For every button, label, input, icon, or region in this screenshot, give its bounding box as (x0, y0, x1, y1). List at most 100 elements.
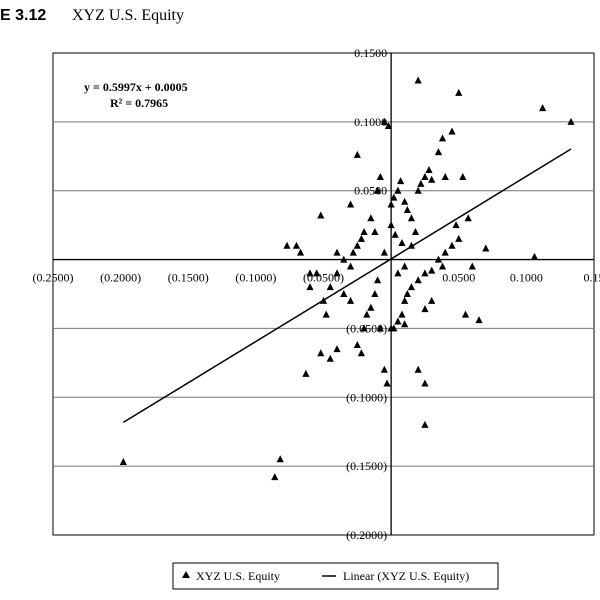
scatter-point-99 (380, 248, 388, 256)
scatter-point-16 (346, 296, 355, 304)
scatter-point-67 (455, 234, 463, 242)
figure-number: E 3.12 (0, 7, 46, 24)
scatter-point-33 (357, 234, 365, 242)
scatter-point-92 (306, 283, 314, 291)
y-tick-label-3: (0.0500) (346, 321, 387, 335)
scatter-point-73 (428, 266, 436, 274)
scatter-point-34 (360, 228, 368, 236)
trendline (122, 148, 572, 424)
scatter-point-88 (414, 365, 422, 373)
scatter-point-69 (448, 241, 456, 249)
scatter-point-63 (414, 76, 422, 84)
legend: XYZ U.S. Equity Linear (XYZ U.S. Equity) (172, 562, 499, 590)
scatter-point-37 (367, 214, 375, 222)
x-tick-label-7: 0.15 (584, 271, 600, 285)
scatter-point-66 (482, 244, 490, 252)
scatter-point-43 (387, 200, 395, 208)
scatter-point-21 (367, 303, 375, 311)
scatter-point-56 (434, 148, 443, 156)
scatter-point-54 (425, 166, 433, 174)
scatter-point-42 (384, 121, 393, 129)
figure-title: XYZ U.S. Equity (72, 7, 184, 24)
scatter-point-70 (441, 248, 449, 256)
scatter-point-15 (340, 290, 348, 297)
scatter-point-75 (414, 276, 422, 284)
scatter-point-76 (407, 283, 416, 291)
r-squared-label: R² = 0.7965 (110, 96, 168, 110)
scatter-point-55 (428, 175, 436, 183)
scatter-point-47 (401, 197, 409, 205)
scatter-point-58 (448, 127, 456, 135)
scatter-point-96 (398, 239, 406, 247)
scatter-point-7 (302, 369, 310, 377)
scatter-point-90 (421, 420, 429, 428)
scatter-point-89 (421, 379, 429, 387)
x-tick-label-4: (0.0500) (303, 271, 344, 285)
scatter-point-20 (363, 310, 371, 318)
scatter-point-48 (403, 205, 411, 213)
scatter-point-11 (322, 310, 330, 318)
scatter-point-13 (326, 283, 334, 291)
scatter-point-50 (411, 228, 420, 236)
scatter-point-17 (353, 340, 361, 348)
scatter-point-10 (333, 345, 341, 353)
scatter-point-27 (317, 211, 325, 219)
scatter-point-35 (346, 200, 355, 208)
scatter-point-65 (567, 117, 575, 125)
scatter-point-3 (283, 241, 291, 249)
axes (53, 53, 594, 535)
scatter-point-61 (459, 172, 467, 180)
x-tick-label-2: (0.1500) (168, 271, 209, 285)
scatter-point-46 (396, 177, 405, 185)
scatter-point-51 (414, 186, 422, 194)
scatter-point-80 (394, 317, 402, 325)
scatter-point-19 (360, 324, 368, 332)
scatter-point-95 (407, 241, 416, 249)
scatter-point-8 (317, 349, 325, 357)
scatter-point-60 (455, 88, 463, 96)
y-tick-label-5: (0.1500) (346, 459, 387, 473)
x-tick-label-0: (0.2500) (33, 271, 74, 285)
scatter-point-14 (333, 269, 341, 277)
scatter-point-79 (398, 310, 406, 318)
scatter-point-9 (326, 354, 334, 362)
scatter-point-1 (276, 455, 284, 463)
scatter-point-36 (353, 150, 361, 158)
scatter-point-85 (428, 296, 436, 304)
scatter-point-94 (468, 262, 476, 270)
scatter-point-78 (401, 296, 409, 304)
scatter-point-5 (296, 248, 305, 256)
scatter-point-74 (421, 269, 429, 277)
scatter-point-24 (376, 324, 384, 332)
x-tick-label-6: 0.1000 (510, 271, 543, 285)
scatter-point-23 (374, 276, 382, 284)
y-tick-label-0: 0.1500 (354, 46, 387, 60)
y-tick-label-1: 0.1000 (354, 115, 387, 129)
scatter-point-72 (434, 255, 443, 263)
scatter-point-28 (333, 248, 341, 256)
trendline-layer (122, 148, 572, 424)
scatter-point-71 (438, 262, 447, 270)
scatter-point-59 (441, 172, 449, 180)
scatter-point-62 (464, 214, 472, 222)
scatter-point-41 (380, 117, 388, 125)
scatter-point-0 (119, 458, 127, 466)
scatter-point-31 (349, 248, 357, 256)
scatter-point-82 (387, 324, 395, 332)
scatter-point-44 (390, 193, 398, 201)
scatter-point-4 (292, 241, 301, 249)
scatter-point-68 (452, 221, 460, 229)
scatter-point-93 (313, 269, 321, 277)
y-tick-label-6: (0.2000) (346, 528, 387, 542)
scatter-point-57 (438, 134, 447, 142)
legend-label-linear: Linear (XYZ U.S. Equity) (343, 569, 469, 583)
legend-triangle-marker-icon (182, 571, 190, 578)
scatter-point-91 (530, 252, 539, 260)
scatter-point-6 (306, 269, 314, 277)
scatter-point-2 (271, 473, 279, 481)
scatter-point-45 (394, 186, 402, 194)
x-tick-label-1: (0.2000) (100, 271, 141, 285)
scatter-point-97 (391, 230, 399, 238)
scatter-point-39 (374, 186, 382, 194)
regression-equation: y = 0.5997x + 0.0005 (84, 80, 188, 94)
